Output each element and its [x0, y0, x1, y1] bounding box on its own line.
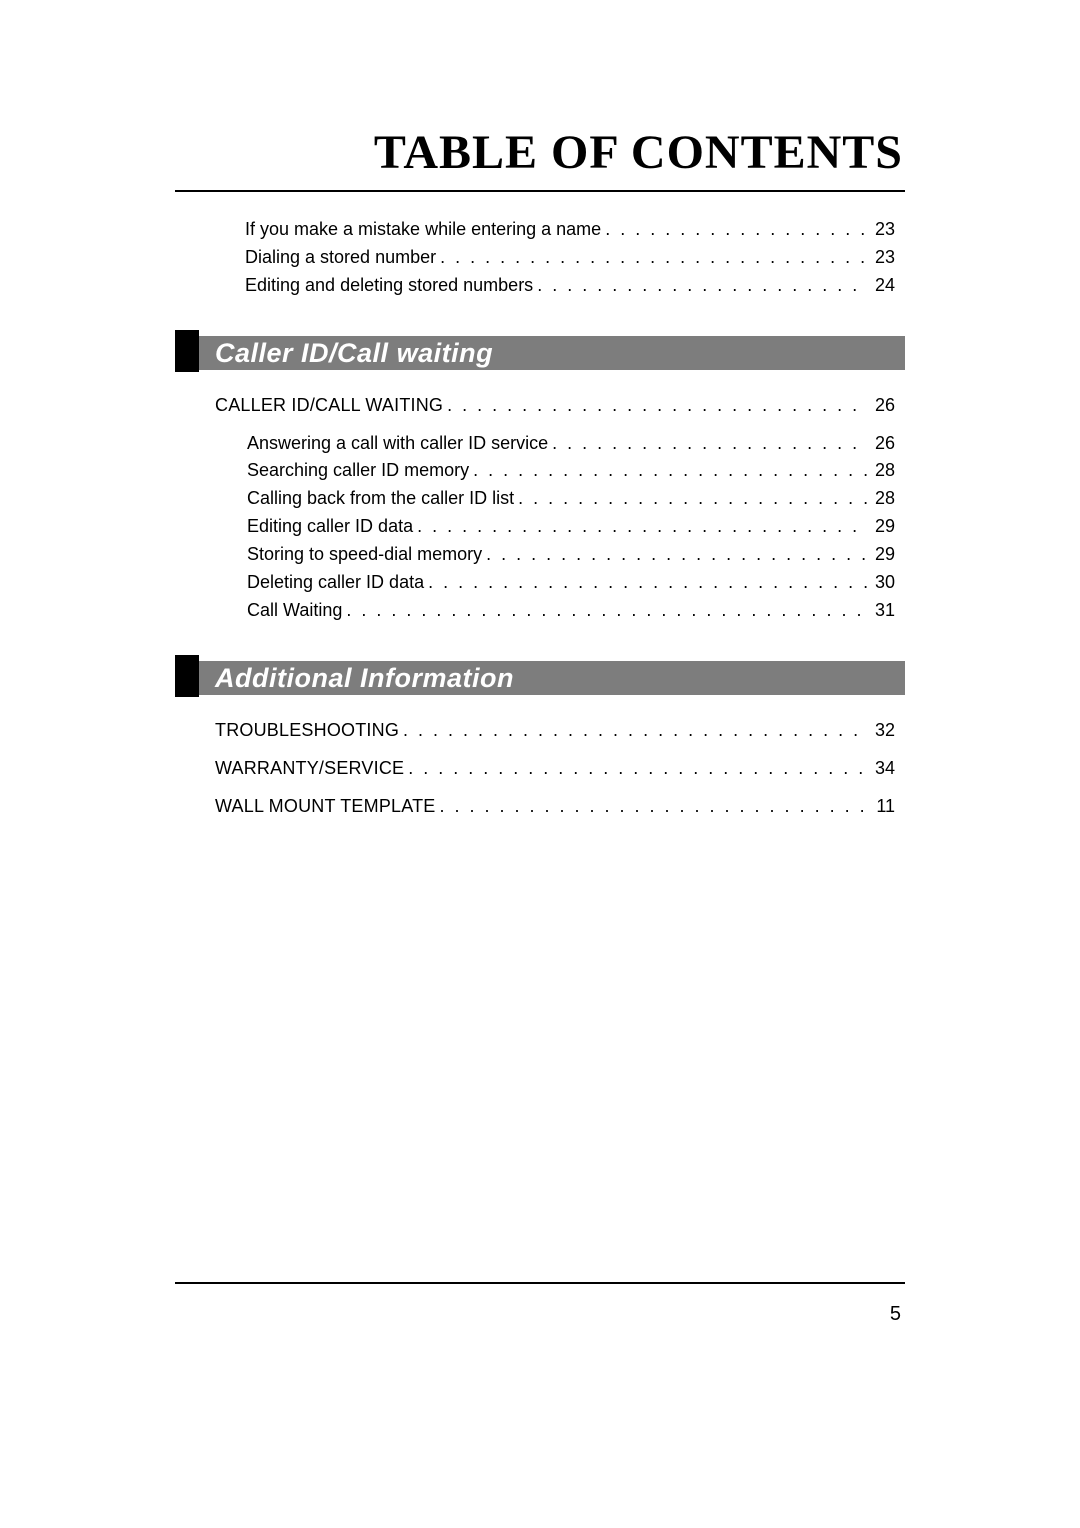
level1-group: Answering a call with caller ID service 2… [247, 430, 895, 625]
toc-dots [346, 597, 867, 625]
toc-row: If you make a mistake while entering a n… [245, 216, 895, 244]
toc-row: WARRANTY/SERVICE 34 [215, 755, 895, 783]
page-root: TABLE OF CONTENTS If you make a mistake … [0, 0, 1080, 1528]
toc-row: Calling back from the caller ID list 28 [247, 485, 895, 513]
toc-dots [408, 755, 867, 783]
sections-host: Caller ID/Call waiting CALLER ID/CALL WAI… [175, 330, 905, 821]
toc-dots [440, 244, 867, 272]
top-entries: If you make a mistake while entering a n… [245, 216, 895, 300]
toc-dots [417, 513, 867, 541]
toc-label: Editing caller ID data [247, 513, 417, 541]
toc-row: Deleting caller ID data 30 [247, 569, 895, 597]
section-black-bar [175, 655, 199, 697]
toc-dots [428, 569, 867, 597]
toc-dots [605, 216, 867, 244]
toc-label: Editing and deleting stored numbers [245, 272, 537, 300]
level0-group: TROUBLESHOOTING 32 WARRANTY/SERVICE 34 WALL … [215, 717, 895, 821]
section-header: Caller ID/Call waiting [175, 330, 905, 372]
toc-label: Call Waiting [247, 597, 346, 625]
toc-label: CALLER ID/CALL WAITING [215, 392, 447, 420]
toc-dots [403, 717, 867, 745]
toc-row: CALLER ID/CALL WAITING 26 [215, 392, 895, 420]
page-number: 5 [175, 1303, 905, 1326]
toc-page: 29 [867, 513, 895, 541]
toc-row: Searching caller ID memory 28 [247, 457, 895, 485]
toc-page: 23 [867, 216, 895, 244]
toc-dots [486, 541, 867, 569]
toc-page: 31 [867, 597, 895, 625]
level0-group: CALLER ID/CALL WAITING 26 [215, 392, 895, 420]
toc-dots [537, 272, 867, 300]
toc-label: Answering a call with caller ID service [247, 430, 552, 458]
toc-dots [518, 485, 867, 513]
toc-row: Storing to speed-dial memory 29 [247, 541, 895, 569]
toc-page: 28 [867, 457, 895, 485]
toc-page: 23 [867, 244, 895, 272]
toc-label: TROUBLESHOOTING [215, 717, 403, 745]
footer-rule [175, 1282, 905, 1284]
toc-section: Caller ID/Call waiting CALLER ID/CALL WAI… [175, 330, 905, 625]
section-header: Additional Information [175, 655, 905, 697]
toc-page: 29 [867, 541, 895, 569]
toc-row: TROUBLESHOOTING 32 [215, 717, 895, 745]
toc-page: 34 [867, 755, 895, 783]
section-title: Additional Information [215, 663, 514, 694]
toc-row: WALL MOUNT TEMPLATE 11 [215, 793, 895, 821]
toc-section: Additional Information TROUBLESHOOTING 32 W… [175, 655, 905, 821]
toc-label: Deleting caller ID data [247, 569, 428, 597]
toc-dots [473, 457, 867, 485]
toc-page: 24 [867, 272, 895, 300]
toc-label: If you make a mistake while entering a n… [245, 216, 605, 244]
toc-row: Dialing a stored number 23 [245, 244, 895, 272]
toc-dots [440, 793, 867, 821]
toc-page: 26 [867, 392, 895, 420]
toc-page: 30 [867, 569, 895, 597]
toc-label: Storing to speed-dial memory [247, 541, 486, 569]
toc-label: Calling back from the caller ID list [247, 485, 518, 513]
toc-row: Answering a call with caller ID service 2… [247, 430, 895, 458]
toc-row: Editing and deleting stored numbers 24 [245, 272, 895, 300]
toc-dots [447, 392, 867, 420]
toc-dots [552, 430, 867, 458]
page-title: TABLE OF CONTENTS [175, 125, 905, 180]
section-title: Caller ID/Call waiting [215, 338, 493, 369]
toc-label: Searching caller ID memory [247, 457, 473, 485]
toc-row: Call Waiting 31 [247, 597, 895, 625]
section-black-bar [175, 330, 199, 372]
toc-row: Editing caller ID data 29 [247, 513, 895, 541]
title-rule [175, 190, 905, 192]
toc-label: Dialing a stored number [245, 244, 440, 272]
toc-page: 32 [867, 717, 895, 745]
toc-page: 26 [867, 430, 895, 458]
content-area: TABLE OF CONTENTS If you make a mistake … [175, 125, 905, 850]
toc-page: 28 [867, 485, 895, 513]
toc-label: WALL MOUNT TEMPLATE [215, 793, 440, 821]
toc-label: WARRANTY/SERVICE [215, 755, 408, 783]
toc-page: 11 [867, 793, 895, 821]
